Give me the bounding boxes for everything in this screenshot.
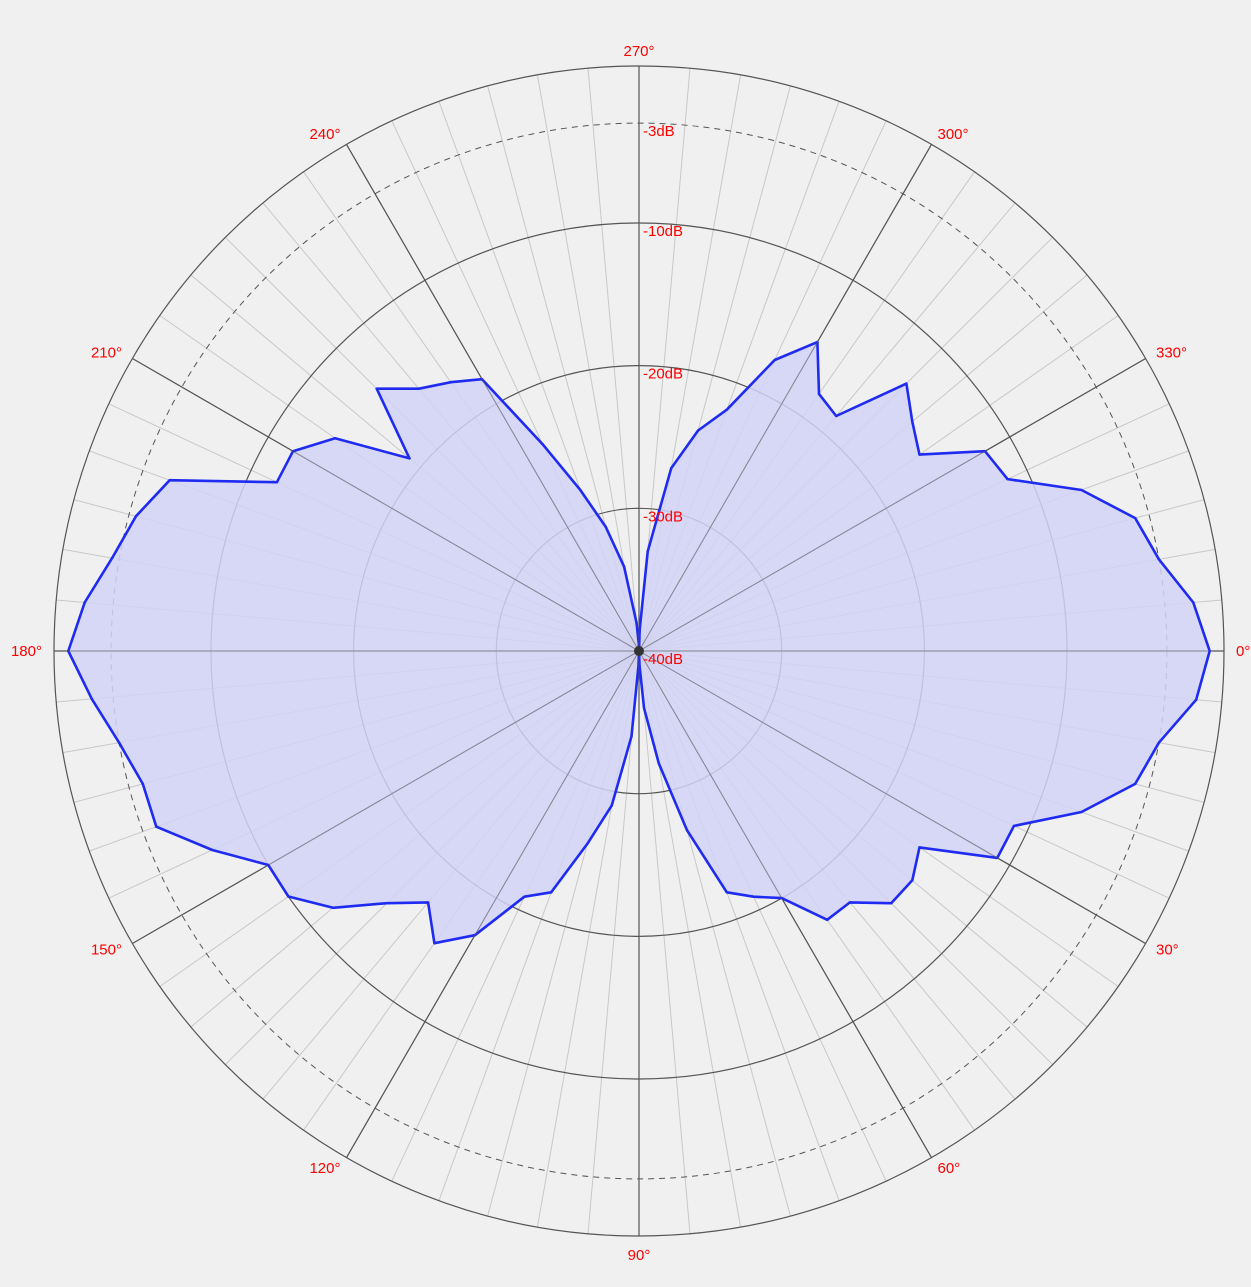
series-point (385, 902, 388, 905)
series-point (155, 825, 158, 828)
series-point (918, 453, 921, 456)
ring-label: -30dB (643, 508, 683, 525)
angle-label: 150° (91, 942, 122, 959)
series-layer (54, 66, 1224, 1236)
series-point (642, 706, 646, 710)
series-point (586, 842, 589, 846)
series-point (725, 408, 728, 411)
series-point (375, 387, 378, 390)
minor-radial-line (587, 650, 640, 1234)
series-point (918, 846, 921, 849)
major-radial-overlay (132, 358, 640, 652)
series-point (890, 902, 893, 905)
major-radial-overlay (346, 650, 640, 1158)
series-point (275, 481, 279, 484)
angle-label: 180° (11, 643, 42, 660)
series-point (646, 550, 649, 553)
angle-label: 120° (309, 1160, 340, 1177)
series-point (848, 901, 852, 904)
series-point (905, 382, 908, 385)
ring-label: -40dB (643, 651, 683, 668)
series-point (725, 891, 728, 894)
series-point (817, 392, 821, 396)
series-point (333, 437, 337, 440)
series-point (110, 556, 114, 560)
angle-label: 330° (1156, 345, 1187, 362)
angle-label: 240° (309, 126, 340, 143)
series-point (1006, 477, 1009, 481)
series-point (622, 565, 626, 568)
series-point (610, 804, 613, 807)
series-point (911, 879, 914, 882)
series-point (911, 420, 914, 423)
angle-label: 60° (938, 1160, 961, 1177)
angle-label: 300° (938, 126, 969, 143)
angle-labels: 0° 30° 60° 90° 120° 150° 180° 210° 240° 270° 300° 3… (11, 43, 1250, 1264)
series-point (287, 895, 290, 898)
series-point (630, 735, 633, 738)
series-point (433, 942, 436, 945)
minor-radial-line (536, 74, 640, 652)
minor-radial-line (638, 650, 691, 1234)
angle-label: 0° (1236, 643, 1250, 660)
series-point (331, 906, 335, 909)
major-radial-overlay (638, 650, 1146, 944)
series-point (1134, 516, 1137, 520)
series-point (604, 525, 607, 529)
series-point (417, 387, 421, 390)
ring-label: -20dB (643, 366, 683, 383)
series-point (1134, 782, 1137, 786)
series-point (449, 381, 452, 384)
series-point (579, 488, 582, 492)
major-radial-overlay (346, 144, 640, 652)
series-point (670, 467, 673, 470)
series-point (1192, 601, 1195, 604)
center-dot (634, 646, 644, 656)
series-point (117, 741, 121, 744)
series-point (141, 782, 144, 786)
series-point (685, 829, 689, 832)
ring-label: -10dB (643, 223, 683, 240)
series-point (657, 762, 660, 765)
series-point (826, 918, 829, 921)
series-point (1195, 698, 1198, 701)
series-point (1080, 810, 1083, 814)
angle-label: 210° (91, 345, 122, 362)
angle-label: 30° (1156, 942, 1179, 959)
angle-label: 90° (628, 1247, 651, 1264)
major-radial-overlay (638, 358, 1146, 652)
series-point (168, 479, 171, 482)
minor-radial-line (587, 68, 640, 652)
angle-label: 270° (623, 43, 654, 60)
series-point (773, 358, 776, 362)
series-point (752, 895, 755, 898)
series-point (408, 457, 411, 460)
major-radial-overlay (638, 650, 932, 1158)
series-point (134, 515, 138, 518)
series-point (1080, 488, 1083, 492)
series-point (83, 601, 86, 604)
series-point (541, 442, 544, 446)
series-area (68, 342, 1210, 944)
series-point (550, 891, 553, 894)
series-point (1157, 741, 1161, 744)
series-point (1157, 558, 1161, 561)
major-radial-overlay (132, 650, 640, 944)
series-point (835, 414, 838, 418)
ring-labels: -3dB -10dB -20dB -30dB -40dB (643, 123, 683, 668)
series-point (1012, 824, 1016, 828)
series-point (90, 697, 94, 701)
ring-label: -3dB (643, 123, 675, 140)
series-point (523, 895, 526, 898)
series-point (426, 901, 430, 904)
major-radial-overlay (638, 144, 932, 652)
series-point (696, 429, 700, 432)
series-point (635, 621, 638, 624)
series-point (211, 848, 214, 852)
